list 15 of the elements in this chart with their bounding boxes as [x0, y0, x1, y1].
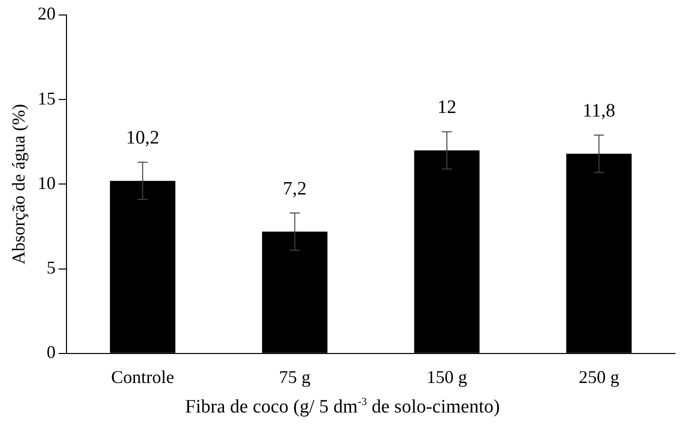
data-label: 12: [437, 97, 456, 118]
x-tick-label: 75 g: [279, 366, 310, 387]
y-tick-label: 0: [46, 342, 56, 362]
y-axis-title: Absorção de água (%): [8, 104, 29, 264]
data-label: 11,8: [582, 100, 616, 122]
y-tick-label: 5: [46, 258, 56, 278]
y-tick-label: 15: [38, 88, 56, 108]
y-tick-label: 10: [38, 172, 56, 193]
y-tick-label: 20: [38, 4, 56, 24]
data-label: 10,2: [126, 128, 160, 149]
x-axis-title: Fibra de coco (g/ 5 dm$^{-3}$ de solo-cimento): [184, 396, 501, 418]
x-tick-label: 250 g: [578, 366, 620, 387]
x-tick-label: Controle: [111, 366, 174, 387]
x-tick-label: 150 g: [426, 366, 468, 387]
data-label: 7,2: [282, 178, 307, 200]
